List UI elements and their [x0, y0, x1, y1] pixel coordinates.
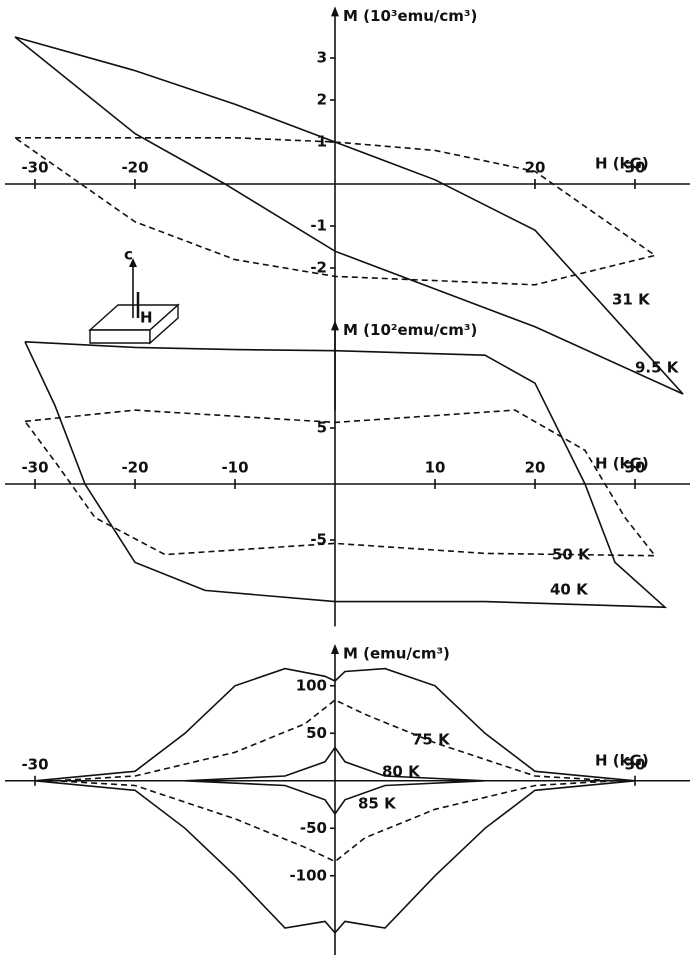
series-label: 9.5 K — [635, 359, 680, 377]
x-tick-label: 10 — [425, 459, 446, 477]
y-tick-label: 50 — [306, 724, 327, 742]
y-tick-label: 2 — [317, 91, 327, 109]
sample-inset: c H — [90, 246, 178, 344]
inset-axis-label: c — [124, 246, 133, 264]
x-tick-label: -30 — [21, 755, 48, 773]
y-axis-arrow — [331, 644, 339, 654]
series-label: 85 K — [358, 795, 397, 813]
y-axis-arrow — [331, 6, 339, 16]
y-tick-label: 100 — [296, 676, 327, 694]
x-tick-label: 30 — [625, 159, 646, 177]
y-tick-label: 3 — [317, 49, 327, 67]
y-tick-label: -5 — [310, 531, 327, 549]
x-tick-label: -30 — [21, 459, 48, 477]
x-tick-label: -30 — [21, 159, 48, 177]
x-tick-label: 20 — [525, 159, 546, 177]
y-axis-title: M (emu/cm³) — [343, 645, 450, 663]
y-axis-title: M (10²emu/cm³) — [343, 321, 477, 339]
figure: c H M (10³emu/cm³)H (kG)-30-202030-2-112… — [0, 0, 693, 958]
series-label: 75 K — [412, 731, 451, 749]
y-axis-arrow — [331, 320, 339, 330]
y-tick-label: -50 — [300, 819, 327, 837]
y-tick-label: -100 — [289, 866, 327, 884]
y-axis-title: M (10³emu/cm³) — [343, 7, 477, 25]
x-tick-label: 20 — [525, 459, 546, 477]
x-tick-label: 30 — [625, 459, 646, 477]
series-label: 50 K — [552, 546, 591, 564]
x-tick-label: 30 — [625, 755, 646, 773]
series-label: 40 K — [550, 581, 589, 599]
loop-curve — [25, 410, 655, 556]
series-label: 31 K — [612, 291, 651, 309]
inset-field-label: H — [140, 309, 153, 327]
y-tick-label: -2 — [310, 259, 327, 277]
y-tick-label: -1 — [310, 217, 327, 235]
x-tick-label: -20 — [121, 459, 148, 477]
x-tick-label: -20 — [121, 159, 148, 177]
x-tick-label: -10 — [221, 459, 248, 477]
